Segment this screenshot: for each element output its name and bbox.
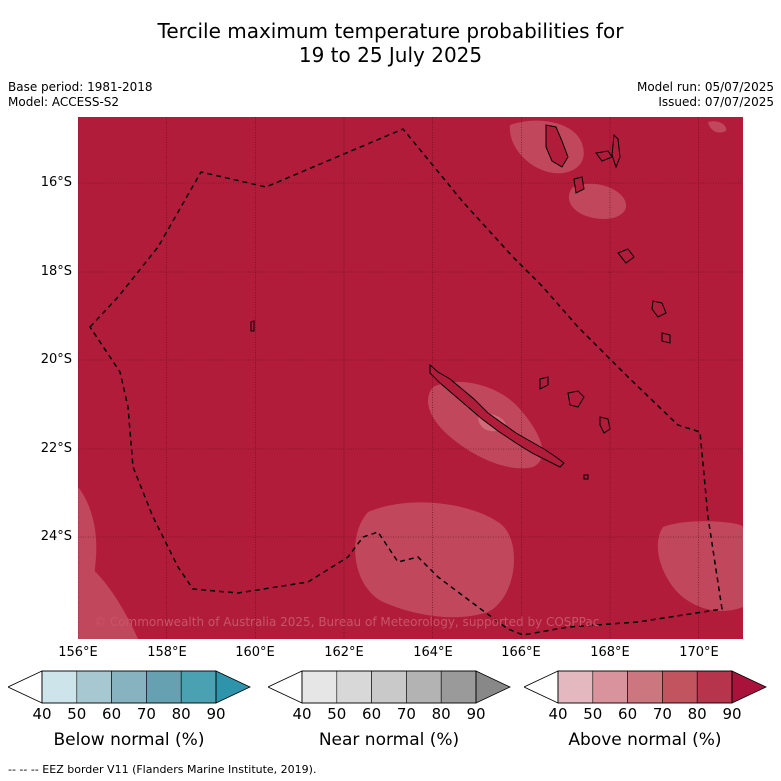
above-segment (696, 670, 733, 704)
colorbar-tick-label: 60 (362, 705, 382, 723)
lat-label-24s: 24°S (40, 529, 72, 544)
copyright-notice: © Commonwealth of Australia 2025, Bureau… (94, 615, 599, 629)
colorbar-tick-label: 70 (136, 705, 156, 723)
new-caledonia (429, 363, 565, 468)
coastlines (250, 124, 671, 480)
vanuatu-ambae (611, 133, 621, 169)
small-island-hunter (583, 474, 589, 480)
lon-label-166e: 166°E (501, 645, 541, 660)
colorbar-tick-label: 90 (466, 705, 486, 723)
base-period: Base period: 1981-2018 (8, 80, 153, 94)
title-line-2: 19 to 25 July 2025 (298, 43, 483, 67)
colorbar-tick-label: 90 (722, 705, 742, 723)
near-segment (336, 670, 372, 704)
title-line-1: Tercile maximum temperature probabilitie… (157, 19, 624, 43)
lat-label-20s: 20°S (40, 352, 72, 367)
colorbar-tick-label: 80 (431, 705, 451, 723)
below-segment (146, 670, 182, 704)
lat-label-22s: 22°S (40, 441, 72, 456)
eez-border (89, 128, 723, 636)
map-title: Tercile maximum temperature probabilitie… (0, 19, 781, 67)
colorbar-tick-label: 70 (652, 705, 672, 723)
above-segment (662, 670, 698, 704)
near-segments (301, 670, 477, 704)
colorbar-tick-label: 80 (171, 705, 191, 723)
lon-label-162e: 162°E (324, 645, 364, 660)
below-segment (180, 670, 217, 704)
vanuatu-erromango (651, 300, 667, 318)
below-segment (76, 670, 112, 704)
loyalty-island-2 (567, 390, 585, 408)
below-segment (111, 670, 147, 704)
lon-label-170e: 170°E (679, 645, 719, 660)
above-segment (592, 670, 628, 704)
colorbar-near-normal (268, 670, 511, 704)
vanuatu-north-isle (595, 150, 613, 162)
vanuatu-espiritu-santo (545, 124, 569, 168)
near-segment (440, 670, 477, 704)
colorbar-tick-label: 50 (583, 705, 603, 723)
patch-vanuatu-mid (568, 183, 627, 219)
colorbar-tick-label: 70 (396, 705, 416, 723)
colorbar-tick-label: 90 (206, 705, 226, 723)
vanuatu-malakula (573, 176, 585, 194)
meta-right: Model run: 05/07/2025 Issued: 07/07/2025 (637, 80, 774, 110)
above-segment (557, 670, 594, 704)
probability-map: © Commonwealth of Australia 2025, Bureau… (78, 117, 743, 639)
colorbar-tick-label: 40 (292, 705, 312, 723)
loyalty-island-1 (539, 376, 549, 390)
issued-date: Issued: 07/07/2025 (658, 95, 774, 109)
colorbar-below-normal (8, 670, 251, 704)
lon-label-164e: 164°E (413, 645, 453, 660)
lon-label-160e: 160°E (235, 645, 275, 660)
colorbar-tick-label: 50 (67, 705, 87, 723)
vanuatu-tanna (661, 332, 671, 344)
below-segment (41, 670, 78, 704)
small-island-west (250, 320, 255, 332)
near-segment (406, 670, 442, 704)
colorbar-tick-label: 40 (548, 705, 568, 723)
model-name: Model: ACCESS-S2 (8, 95, 120, 109)
colorbar-tick-label: 50 (327, 705, 347, 723)
near-segment (301, 670, 338, 704)
patch-vanuatu-east (708, 121, 727, 133)
above-normal-label: Above normal (%) (568, 730, 722, 750)
lon-label-168e: 168°E (590, 645, 630, 660)
above-segments (557, 670, 733, 704)
vanuatu-efate (617, 248, 635, 264)
colorbar-tick-label: 60 (102, 705, 122, 723)
below-segments (41, 670, 217, 704)
near-segment (371, 670, 407, 704)
lat-label-18s: 18°S (40, 264, 72, 279)
below-normal-label: Below normal (%) (53, 730, 205, 750)
colorbar-tick-label: 40 (32, 705, 52, 723)
lon-label-158e: 158°E (147, 645, 187, 660)
lon-label-156e: 156°E (58, 645, 98, 660)
colorbar-above-normal (524, 670, 767, 704)
loyalty-island-3 (599, 416, 611, 434)
colorbar-tick-label: 80 (687, 705, 707, 723)
lat-label-16s: 16°S (40, 175, 72, 190)
patch-south-east (657, 521, 743, 611)
model-run: Model run: 05/07/2025 (636, 80, 774, 94)
graticule (78, 117, 743, 639)
above-segment (627, 670, 663, 704)
colorbar-tick-label: 60 (618, 705, 638, 723)
near-normal-label: Near normal (%) (318, 730, 460, 750)
patch-south-central (355, 502, 515, 618)
eez-footnote: -- -- -- EEZ border V11 (Flanders Marine… (8, 763, 317, 776)
meta-left: Base period: 1981-2018 Model: ACCESS-S2 (8, 80, 153, 110)
patch-bottom-left (78, 557, 138, 639)
